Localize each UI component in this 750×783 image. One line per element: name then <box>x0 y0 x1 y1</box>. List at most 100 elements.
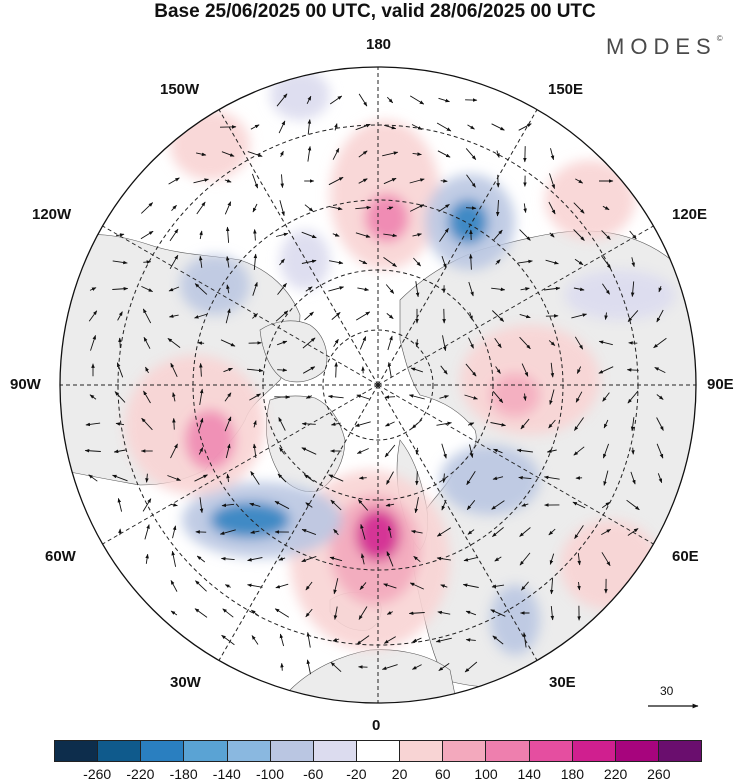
colorbar-tick-label: -180 <box>169 766 198 782</box>
wind-arrow <box>332 147 340 160</box>
wind-arrow <box>491 310 505 322</box>
wind-arrow <box>387 525 392 538</box>
wind-arrow <box>465 610 477 616</box>
wind-arrow <box>330 499 342 511</box>
wind-arrow <box>517 259 533 264</box>
wind-arrow <box>219 529 236 535</box>
wind-arrow <box>574 417 584 431</box>
wind-arrow <box>466 174 476 188</box>
wind-arrow <box>198 417 204 430</box>
wind-arrow <box>226 473 230 482</box>
wind-arrow <box>167 338 181 348</box>
wind-arrow <box>440 179 448 183</box>
wind-arrow <box>409 582 424 590</box>
wind-arrow <box>246 368 264 373</box>
wind-arrow <box>518 123 532 131</box>
wind-arrow <box>576 366 582 374</box>
colorbar-tick-label: 60 <box>435 766 451 782</box>
wind-arrow <box>571 313 588 319</box>
wind-arrow <box>113 449 126 454</box>
wind-arrow <box>464 394 478 400</box>
wind-arrow <box>276 93 288 107</box>
wind-arrow <box>438 97 450 103</box>
wind-arrow <box>602 443 610 459</box>
wind-arrow <box>115 422 125 426</box>
wind-arrow <box>355 232 371 238</box>
wind-arrow <box>197 341 205 345</box>
meridian-line <box>102 225 379 386</box>
colorbar-swatch-0 <box>55 741 99 761</box>
wind-arrow <box>603 419 609 429</box>
wind-arrow <box>465 363 477 377</box>
colorbar-swatch-1 <box>98 741 142 761</box>
wind-arrow <box>279 258 285 266</box>
wind-arrow <box>356 448 369 454</box>
wind-arrow <box>194 283 208 295</box>
wind-arrow <box>550 148 555 161</box>
wind-arrow <box>222 608 234 618</box>
wind-arrow <box>224 416 232 432</box>
meridian-line <box>377 109 538 386</box>
colorbar-swatch-7 <box>356 741 401 761</box>
colorbar-swatch-14 <box>658 741 702 761</box>
wind-arrow <box>468 337 474 349</box>
wind-arrow <box>439 395 449 399</box>
wind-arrow <box>301 528 317 536</box>
wind-arrow <box>492 391 504 404</box>
wind-arrow <box>577 581 581 591</box>
wind-arrow <box>274 608 290 618</box>
wind-arrow <box>301 422 316 426</box>
wind-arrow <box>252 203 258 213</box>
colorbar-tick-label: -140 <box>212 766 241 782</box>
wind-arrow <box>467 422 475 427</box>
wind-arrow <box>305 394 312 399</box>
wind-arrow <box>523 203 527 214</box>
wind-arrow <box>466 471 476 486</box>
wind-arrow <box>307 145 312 162</box>
wind-arrow <box>410 367 424 373</box>
wind-arrow <box>171 204 177 212</box>
wind-arrow <box>172 392 176 402</box>
wind-arrow <box>331 312 341 320</box>
wind-arrow <box>277 368 288 372</box>
wind-arrow <box>386 313 394 319</box>
wind-arrow <box>278 120 286 134</box>
wind-arrow <box>494 556 502 562</box>
wind-arrow <box>548 419 556 429</box>
wind-arrow <box>519 527 531 537</box>
wind-arrow <box>494 338 502 349</box>
colorbar-tick-label: -220 <box>126 766 155 782</box>
wind-arrow <box>118 337 122 349</box>
wind-arrow <box>277 283 287 295</box>
wind-arrow <box>465 206 477 210</box>
wind-arrow <box>224 201 232 215</box>
wind-arrow <box>90 334 96 351</box>
wind-arrow <box>194 313 208 319</box>
wind-arrow <box>223 367 233 373</box>
wind-arrow <box>196 201 206 215</box>
wind-arrow <box>167 475 182 481</box>
logo-text: MODES <box>606 34 717 59</box>
neg-anomaly-pacific <box>270 70 330 120</box>
wind-arrow <box>307 119 312 135</box>
wind-arrow <box>383 257 397 267</box>
wind-arrow <box>334 123 338 131</box>
wind-arrow <box>573 287 585 291</box>
wind-arrow <box>305 286 313 292</box>
lon-label-30w: 30W <box>170 674 201 691</box>
wind-arrow <box>170 580 178 592</box>
wind-arrow <box>252 281 258 296</box>
wind-arrow <box>354 421 371 427</box>
wind-arrow <box>250 124 260 130</box>
wind-arrow <box>491 287 506 292</box>
wind-arrow <box>520 287 530 291</box>
wind-arrow <box>492 527 504 537</box>
wind-arrow <box>275 310 289 322</box>
wind-arrow <box>413 257 421 267</box>
wind-arrow <box>602 205 610 211</box>
wind-arrow <box>412 664 422 670</box>
colorbar-tick-label: -260 <box>83 766 112 782</box>
lon-label-180: 180 <box>366 36 392 53</box>
wind-arrow <box>332 233 340 237</box>
wind-arrow <box>598 340 613 346</box>
